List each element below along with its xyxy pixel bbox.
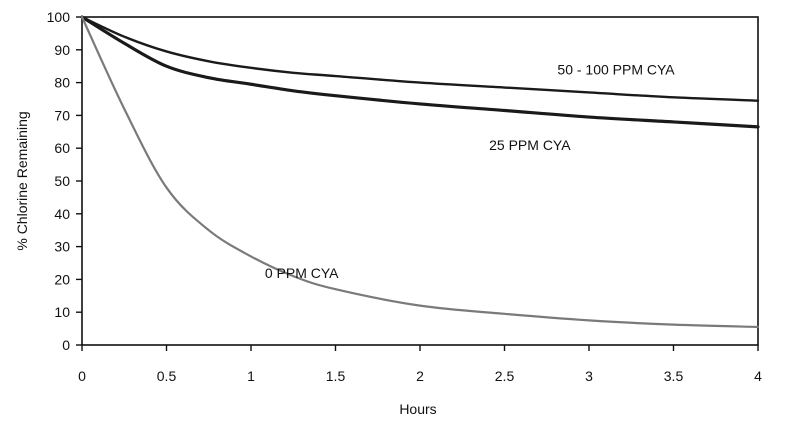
series-line-0-ppm <box>80 15 760 329</box>
x-tick-label: 0.5 <box>157 368 177 384</box>
series-line-25-ppm <box>80 15 760 129</box>
x-tick-label: 0 <box>78 368 86 384</box>
y-tick-label: 30 <box>54 239 70 255</box>
x-tick-label: 3 <box>585 368 593 384</box>
series-labels: 50 - 100 PPM CYA 25 PPM CYA 0 PPM CYA <box>265 61 675 280</box>
y-tick-label: 20 <box>54 271 70 287</box>
x-tick-label: 1 <box>247 368 255 384</box>
x-tick-label: 2 <box>416 368 424 384</box>
y-tick-label: 100 <box>47 9 71 25</box>
y-tick-label: 80 <box>54 75 70 91</box>
x-tick-label: 3.5 <box>664 368 684 384</box>
y-tick-label: 10 <box>54 304 70 320</box>
x-tick-label: 2.5 <box>495 368 515 384</box>
y-tick-label: 70 <box>54 107 70 123</box>
x-axis-title: Hours <box>399 401 436 417</box>
y-tick-label: 0 <box>62 337 70 353</box>
series-label-50-100-ppm: 50 - 100 PPM CYA <box>557 61 675 77</box>
y-tick-label: 50 <box>54 173 70 189</box>
y-tick-label: 90 <box>54 42 70 58</box>
series-label-0-ppm: 0 PPM CYA <box>265 265 339 281</box>
x-tick-label: 4 <box>754 368 762 384</box>
y-axis-title: % Chlorine Remaining <box>14 111 30 250</box>
series-label-25-ppm: 25 PPM CYA <box>489 137 571 153</box>
y-tick-label: 40 <box>54 206 70 222</box>
x-tick-label: 1.5 <box>326 368 346 384</box>
series-line-50-100-ppm <box>80 15 760 102</box>
series-layer <box>80 15 760 329</box>
y-tick-label: 60 <box>54 140 70 156</box>
